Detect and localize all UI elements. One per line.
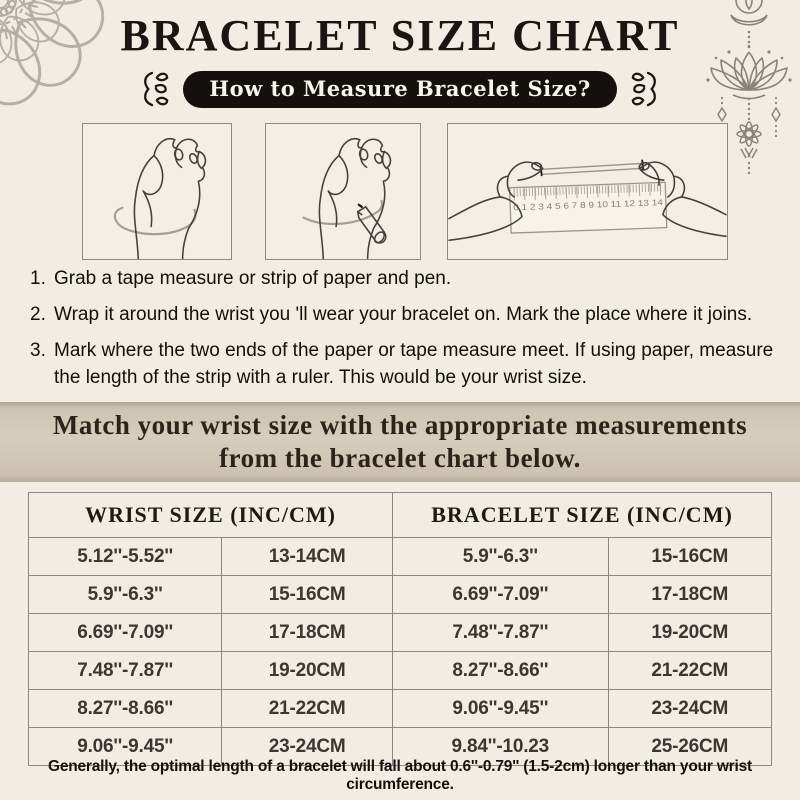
table-cell: 7.48''-7.87'' (392, 613, 609, 652)
wrist-mark (357, 203, 363, 208)
banner-line-2: from the bracelet chart below. (219, 443, 581, 473)
step-number: 1. (30, 268, 46, 289)
banner-line-1: Match your wrist size with the appropria… (52, 410, 748, 440)
table-cell: 23-24CM (221, 727, 394, 766)
table-cell: 15-16CM (607, 537, 773, 576)
diamond-icon (771, 106, 781, 123)
instruction-step-2: 2. Wrap it around the wrist you 'll wear… (30, 302, 778, 329)
table-cell: 8.27''-8.66'' (27, 689, 223, 728)
fist-tape-illustration (113, 138, 207, 259)
illustration-wrap-tape (82, 123, 232, 260)
pen-icon (356, 205, 387, 244)
paper-strip (539, 159, 645, 177)
table-cell: 9.06''-9.45'' (392, 689, 609, 728)
step-text: Grab a tape measure or strip of paper an… (54, 268, 452, 289)
size-chart-table: WRIST SIZE (INC/CM) BRACELET SIZE (INC/C… (27, 492, 773, 766)
table-cell: 6.69''-7.09'' (392, 575, 609, 614)
table-row: 8.27''-8.66'' 21-22CM 9.06''-9.45'' 23-2… (27, 689, 773, 728)
fist-pen-illustration (302, 138, 392, 259)
table-cell: 13-14CM (221, 537, 394, 576)
table-cell: 23-24CM (607, 689, 773, 728)
mandala-rosette-icon (0, 0, 39, 40)
instruction-list: 1. Grab a tape measure or strip of paper… (30, 266, 778, 401)
diamond-icon (717, 106, 727, 123)
wrist-size-header: WRIST SIZE (INC/CM) (27, 492, 394, 538)
rosette-icon (736, 121, 762, 147)
crescent-moon-icon (730, 14, 768, 26)
step-number: 2. (30, 303, 46, 325)
instruction-step-3: 3. Mark where the two ends of the paper … (30, 338, 778, 392)
illustration-measure-ruler: 0 1 2 3 4 5 6 7 8 9 10 11 12 13 14 (447, 123, 728, 260)
page-title: BRACELET SIZE CHART (120, 11, 680, 60)
table-cell: 8.27''-8.66'' (392, 651, 609, 690)
lotus-flower-icon (706, 44, 792, 100)
table-row: 6.69''-7.09'' 17-18CM 7.48''-7.87'' 19-2… (27, 613, 773, 652)
step-text: Wrap it around the wrist you 'll wear yo… (54, 303, 753, 325)
how-to-measure-badge: How to Measure Bracelet Size? (183, 70, 617, 108)
left-hand (448, 161, 544, 242)
table-row: 5.9''-6.3'' 15-16CM 6.69''-7.09'' 17-18C… (27, 575, 773, 614)
table-cell: 9.06''-9.45'' (27, 727, 223, 766)
table-cell: 7.48''-7.87'' (27, 651, 223, 690)
table-cell: 5.12''-5.52'' (27, 537, 223, 576)
table-cell: 15-16CM (221, 575, 394, 614)
badge-row: How to Measure Bracelet Size? (0, 70, 800, 108)
table-header-row: WRIST SIZE (INC/CM) BRACELET SIZE (INC/C… (27, 492, 772, 538)
table-cell: 5.9''-6.3'' (27, 575, 223, 614)
step-number: 3. (30, 339, 46, 361)
footer-note: Generally, the optimal length of a brace… (47, 758, 753, 793)
table-cell: 19-20CM (221, 651, 394, 690)
bracelet-size-header: BRACELET SIZE (INC/CM) (392, 492, 772, 538)
match-size-banner: Match your wrist size with the appropria… (0, 402, 800, 482)
ruler-icon (508, 181, 668, 234)
table-cell: 6.69''-7.09'' (27, 613, 223, 652)
table-cell: 19-20CM (607, 613, 773, 652)
table-row: 5.12''-5.52'' 13-14CM 5.9''-6.3'' 15-16C… (27, 537, 773, 576)
instruction-step-1: 1. Grab a tape measure or strip of paper… (30, 266, 778, 293)
right-hand (638, 161, 727, 238)
mandala-flower-ornament (0, 0, 110, 110)
table-cell: 17-18CM (607, 575, 773, 614)
squiggle-ornament-left-icon (144, 71, 169, 107)
illustration-mark-pen (265, 123, 421, 260)
table-row: 9.06''-9.45'' 23-24CM 9.84''-10.23 25-26… (27, 727, 773, 766)
table-cell: 5.9''-6.3'' (392, 537, 609, 576)
table-cell: 9.84''-10.23 (392, 727, 609, 766)
table-row: 7.48''-7.87'' 19-20CM 8.27''-8.66'' 21-2… (27, 651, 773, 690)
ruler-measure-illustration: 0 1 2 3 4 5 6 7 8 9 10 11 12 13 14 (448, 159, 727, 242)
hatch-squiggle-icon (740, 147, 758, 159)
lotus-hanging-ornament (706, 0, 792, 175)
table-cell: 17-18CM (221, 613, 394, 652)
hanging-strands (717, 96, 781, 175)
table-cell: 21-22CM (607, 651, 773, 690)
table-cell: 25-26CM (607, 727, 773, 766)
circle-charm-icon (735, 0, 763, 14)
squiggle-ornament-right-icon (631, 71, 656, 107)
teardrop-icon (745, 0, 753, 11)
table-cell: 21-22CM (221, 689, 394, 728)
step-text: Mark where the two ends of the paper or … (54, 339, 774, 388)
